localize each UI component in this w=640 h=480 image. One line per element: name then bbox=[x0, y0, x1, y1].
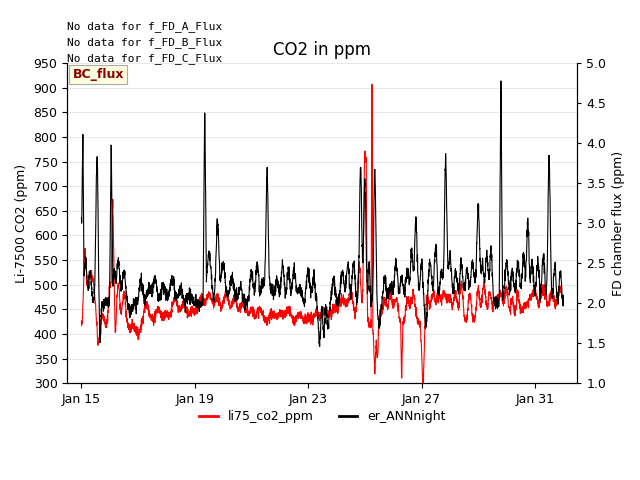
Y-axis label: FD chamber flux (ppm): FD chamber flux (ppm) bbox=[612, 151, 625, 296]
Text: No data for f_FD_B_Flux: No data for f_FD_B_Flux bbox=[67, 37, 223, 48]
Text: BC_flux: BC_flux bbox=[72, 68, 124, 81]
Text: No data for f_FD_C_Flux: No data for f_FD_C_Flux bbox=[67, 53, 223, 64]
Y-axis label: Li-7500 CO2 (ppm): Li-7500 CO2 (ppm) bbox=[15, 164, 28, 283]
Text: No data for f_FD_A_Flux: No data for f_FD_A_Flux bbox=[67, 22, 223, 32]
Legend: li75_co2_ppm, er_ANNnight: li75_co2_ppm, er_ANNnight bbox=[194, 405, 451, 428]
Title: CO2 in ppm: CO2 in ppm bbox=[273, 41, 371, 59]
